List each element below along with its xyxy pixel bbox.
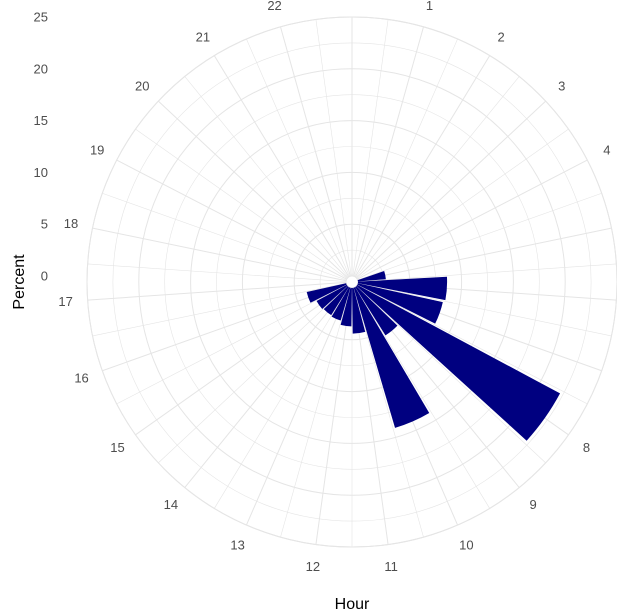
grid-spoke-major	[245, 287, 351, 526]
hour-label: 15	[110, 440, 124, 455]
hour-label: 4	[603, 142, 610, 157]
percent-tick-label: 10	[34, 165, 48, 180]
grid-spoke-minor	[135, 128, 348, 279]
bar-hour-5	[357, 271, 386, 282]
hour-label: 10	[459, 538, 473, 553]
grid-spoke-major	[357, 159, 588, 280]
grid-spoke-minor	[116, 284, 347, 405]
grid-spoke-major	[92, 227, 347, 282]
bar-hour-11	[352, 287, 366, 334]
grid-spoke-minor	[354, 38, 458, 277]
grid-spoke-minor	[280, 287, 351, 538]
grid-spoke-major	[356, 100, 547, 279]
hour-label: 9	[530, 497, 537, 512]
grid-spoke-minor	[357, 282, 612, 337]
grid-spoke-major	[357, 227, 612, 282]
hour-label: 1	[426, 0, 433, 13]
grid-spoke-minor	[357, 263, 617, 282]
grid-spoke-major	[184, 286, 349, 488]
grid-spoke-major	[315, 287, 352, 545]
hour-label: 22	[267, 0, 281, 13]
bar-hour-16	[306, 283, 347, 303]
grid-spoke-minor	[246, 38, 350, 277]
bar-hour-12	[340, 287, 352, 327]
grid-spoke-major	[213, 55, 350, 278]
percent-tick-label: 25	[34, 10, 48, 25]
grid-spoke-minor	[354, 286, 490, 509]
bars	[306, 271, 561, 441]
grid-spoke-minor	[158, 285, 348, 464]
grid-spoke-minor	[87, 263, 347, 282]
grid-spoke-major	[135, 285, 348, 436]
x-axis-title: Hour	[335, 596, 370, 613]
hour-label: 17	[58, 294, 72, 309]
hour-label: 11	[384, 559, 398, 574]
grid-ring-major	[345, 275, 359, 289]
grid-spoke-major	[102, 283, 347, 372]
grid-spoke-major	[157, 100, 348, 279]
grid-spoke-minor	[357, 192, 602, 281]
percent-tick-label: 5	[41, 217, 48, 232]
bar-hour-15	[316, 284, 348, 310]
grid-spoke-minor	[356, 285, 546, 464]
hour-label: 13	[230, 538, 244, 553]
percent-tick-label: 20	[34, 61, 48, 76]
grid-spoke-minor	[214, 286, 350, 509]
grid-spoke-major	[354, 55, 491, 278]
grid-spoke-major	[280, 26, 351, 277]
percent-ticks: 0 5 10 15 20 25	[34, 10, 48, 284]
y-axis-title: Percent	[11, 254, 28, 310]
grid-spoke-minor	[315, 19, 352, 277]
grid-spoke-minor	[184, 76, 349, 278]
grid-spoke-minor	[352, 19, 389, 277]
grid-spoke-minor	[102, 192, 347, 281]
hour-label: 8	[583, 440, 590, 455]
grid-spoke-minor	[356, 128, 569, 279]
bar-hour-10	[353, 287, 430, 428]
grid-spoke-minor	[353, 287, 424, 538]
hour-label: 2	[498, 29, 505, 44]
bar-hour-6	[357, 276, 448, 301]
hour-label: 3	[558, 79, 565, 94]
grid-spoke-minor	[357, 284, 588, 405]
bar-hour-9	[355, 286, 398, 336]
hour-label: 0	[348, 0, 355, 3]
bar-hour-7	[357, 283, 443, 324]
hour-label: 18	[64, 216, 78, 231]
bar-hour-8	[356, 284, 561, 441]
percent-tick-label: 0	[41, 269, 48, 284]
hour-label: 12	[306, 559, 320, 574]
percent-tick-label: 15	[34, 113, 48, 128]
hour-label: 21	[196, 29, 210, 44]
grid-spokes	[87, 17, 617, 547]
hour-label: 19	[90, 142, 104, 157]
bar-hour-13	[331, 287, 351, 321]
hour-label: 14	[164, 497, 178, 512]
bar-hour-14	[323, 286, 349, 316]
hour-label: 20	[135, 79, 149, 94]
grid-spoke-minor	[355, 76, 520, 278]
grid-spoke-major	[87, 281, 347, 301]
grid-spoke-major	[353, 26, 424, 277]
hour-label: 16	[74, 371, 88, 386]
hour-labels: 012345678910111213141516171819202122	[58, 0, 610, 574]
grid-spoke-major	[116, 159, 347, 280]
grid-spoke-minor	[92, 282, 347, 337]
